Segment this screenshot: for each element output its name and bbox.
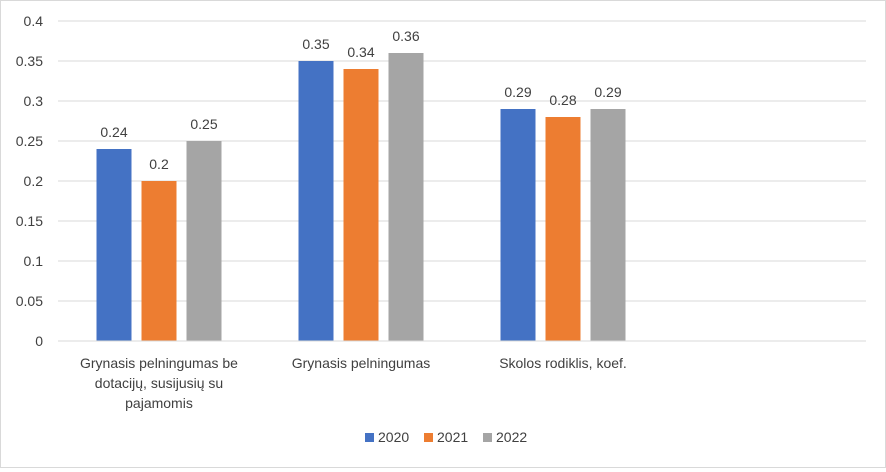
- legend-label: 2022: [496, 429, 527, 445]
- bar-2021: [141, 181, 177, 341]
- data-label: 0.36: [392, 28, 419, 44]
- data-label: 0.29: [504, 84, 531, 100]
- bar-2021: [343, 69, 379, 341]
- data-label: 0.28: [549, 92, 576, 108]
- legend-swatch-2022: [483, 433, 492, 442]
- bar-2021: [545, 117, 581, 341]
- data-label: 0.35: [302, 36, 329, 52]
- x-category-label: Grynasis pelningumas: [292, 355, 431, 371]
- data-label: 0.25: [190, 116, 217, 132]
- data-labels: 0.24 0.35 0.29 0.2 0.34 0.28 0.25 0.36 0.29: [100, 28, 621, 172]
- data-label: 0.34: [347, 44, 374, 60]
- x-category-label: Grynasis pelningumas be: [80, 355, 238, 371]
- data-label: 0.24: [100, 124, 127, 140]
- y-tick-label: 0: [35, 333, 43, 349]
- y-tick-label: 0.2: [24, 173, 44, 189]
- y-tick-label: 0.4: [24, 13, 44, 29]
- bar-2020: [298, 61, 334, 341]
- x-category-label: Skolos rodiklis, koef.: [499, 355, 627, 371]
- bar-2022: [388, 53, 424, 341]
- y-tick-label: 0.05: [16, 293, 43, 309]
- bar-2020: [500, 109, 536, 341]
- bar-2020: [96, 149, 132, 341]
- y-tick-label: 0.35: [16, 53, 43, 69]
- y-tick-label: 0.3: [24, 93, 44, 109]
- bar-2022: [590, 109, 626, 341]
- y-tick-label: 0.25: [16, 133, 43, 149]
- x-category-label: dotacijų, susijusių su: [95, 375, 223, 391]
- bar-2022: [186, 141, 222, 341]
- y-axis: 0 0.05 0.1 0.15 0.2 0.25 0.3 0.35 0.4: [16, 13, 43, 349]
- legend-swatch-2020: [365, 433, 374, 442]
- data-label: 0.2: [149, 156, 169, 172]
- x-axis: Grynasis pelningumas be dotacijų, susijus…: [58, 340, 866, 411]
- legend-label: 2020: [378, 429, 409, 445]
- legend-swatch-2021: [424, 433, 433, 442]
- gridlines: [58, 20, 866, 342]
- bar-series: [96, 53, 626, 341]
- y-tick-label: 0.1: [24, 253, 44, 269]
- data-label: 0.29: [594, 84, 621, 100]
- legend-label: 2021: [437, 429, 468, 445]
- legend: 2020 2021 2022: [365, 429, 527, 445]
- x-category-label: pajamomis: [125, 395, 193, 411]
- y-tick-label: 0.15: [16, 213, 43, 229]
